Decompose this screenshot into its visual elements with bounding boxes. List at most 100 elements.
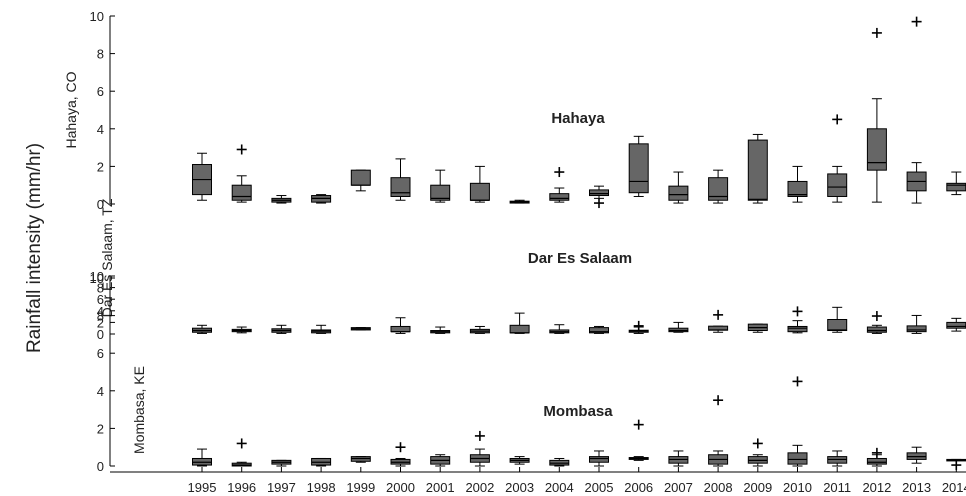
y-tick-label: 0 [97, 197, 104, 212]
box-iqr [549, 193, 570, 201]
box-1998 [311, 324, 332, 334]
x-tick-label: 1998 [307, 480, 336, 495]
box-iqr [747, 139, 768, 201]
y-tick-label: 6 [97, 292, 104, 307]
box-2012 [866, 447, 887, 467]
x-tick-label: 2003 [505, 480, 534, 495]
box-2010 [787, 376, 808, 467]
box-1999 [350, 327, 371, 331]
box-2003 [509, 199, 530, 204]
box-2008 [708, 395, 729, 467]
box-2007 [668, 321, 689, 333]
x-tick-label: 2011 [823, 480, 851, 495]
y-tick-label: 6 [97, 84, 104, 99]
outlier-marker [792, 306, 803, 317]
box-1995 [192, 324, 212, 334]
x-tick-label: 2001 [426, 480, 455, 495]
box-2007 [668, 171, 689, 204]
box-1997 [271, 324, 292, 334]
box-iqr [390, 177, 411, 197]
x-tick-label: 1999 [346, 480, 375, 495]
y-tick-label: 4 [97, 384, 104, 399]
box-2006 [628, 135, 649, 197]
y-tick-label: 4 [97, 304, 104, 319]
box-2010 [787, 165, 808, 203]
outlier-marker [594, 198, 604, 209]
outlier-marker [832, 114, 843, 125]
box-iqr [866, 326, 887, 333]
box-2001 [430, 326, 451, 334]
box-2008 [708, 169, 729, 204]
x-tick-label: 2002 [465, 480, 494, 495]
y-tick-label: 6 [97, 346, 104, 361]
outlier-marker [236, 438, 247, 449]
box-1999 [350, 169, 371, 192]
box-2013 [906, 314, 927, 334]
x-tick-label: 1997 [267, 480, 296, 495]
box-iqr [827, 319, 848, 332]
box-iqr [231, 184, 252, 201]
box-2006 [628, 419, 649, 461]
outlier-marker [871, 27, 882, 38]
outlier-marker [713, 395, 724, 406]
box-iqr [906, 325, 927, 333]
box-2011 [827, 306, 848, 333]
box-iqr [866, 457, 887, 465]
box-1998 [311, 457, 332, 467]
y-tick-label: 10 [90, 271, 104, 286]
box-2003 [509, 456, 530, 465]
box-2000 [390, 317, 411, 334]
box-2010 [787, 306, 808, 334]
box-2013 [906, 16, 927, 204]
panel-title: Hahaya [551, 110, 605, 127]
box-iqr [589, 189, 609, 197]
x-tick-label: 2004 [545, 480, 574, 495]
box-2003 [509, 312, 530, 334]
box-2009 [747, 438, 768, 467]
outlier-marker [474, 430, 485, 441]
box-1998 [311, 194, 332, 204]
outlier-marker [871, 311, 882, 322]
box-2004 [549, 324, 570, 334]
box-iqr [946, 182, 966, 192]
outlier-marker [633, 320, 644, 331]
x-tick-label: 2010 [783, 480, 812, 495]
box-iqr [589, 456, 609, 463]
box-iqr [866, 128, 887, 171]
outlier-marker [395, 442, 406, 453]
box-2005 [589, 450, 609, 467]
outlier-marker [792, 376, 803, 387]
box-2000 [390, 442, 411, 467]
x-tick-label: 2014 [942, 480, 966, 495]
box-2009 [747, 323, 768, 333]
box-2001 [430, 454, 451, 467]
box-2006 [628, 320, 649, 334]
box-2008 [708, 309, 729, 333]
box-1996 [231, 326, 252, 334]
x-tick-label: 2009 [743, 480, 772, 495]
box-2011 [827, 450, 848, 467]
y-tick-label: 0 [97, 459, 104, 474]
y-tick-label: 10 [90, 269, 104, 284]
box-2002 [469, 430, 490, 467]
box-2007 [668, 450, 689, 467]
x-tick-label: 2013 [902, 480, 931, 495]
box-iqr [509, 324, 530, 334]
box-2000 [390, 158, 411, 201]
box-2005 [589, 325, 609, 334]
y-tick-label: 2 [97, 421, 104, 436]
box-iqr [350, 169, 371, 186]
box-2014 [946, 171, 966, 196]
box-1995 [192, 152, 212, 201]
box-iqr [430, 184, 451, 201]
panel-title: Mombasa [543, 403, 613, 420]
box-2002 [469, 165, 490, 203]
box-iqr [668, 185, 689, 201]
outlier-marker [554, 167, 565, 178]
box-iqr [827, 173, 848, 197]
box-1999 [350, 456, 371, 463]
